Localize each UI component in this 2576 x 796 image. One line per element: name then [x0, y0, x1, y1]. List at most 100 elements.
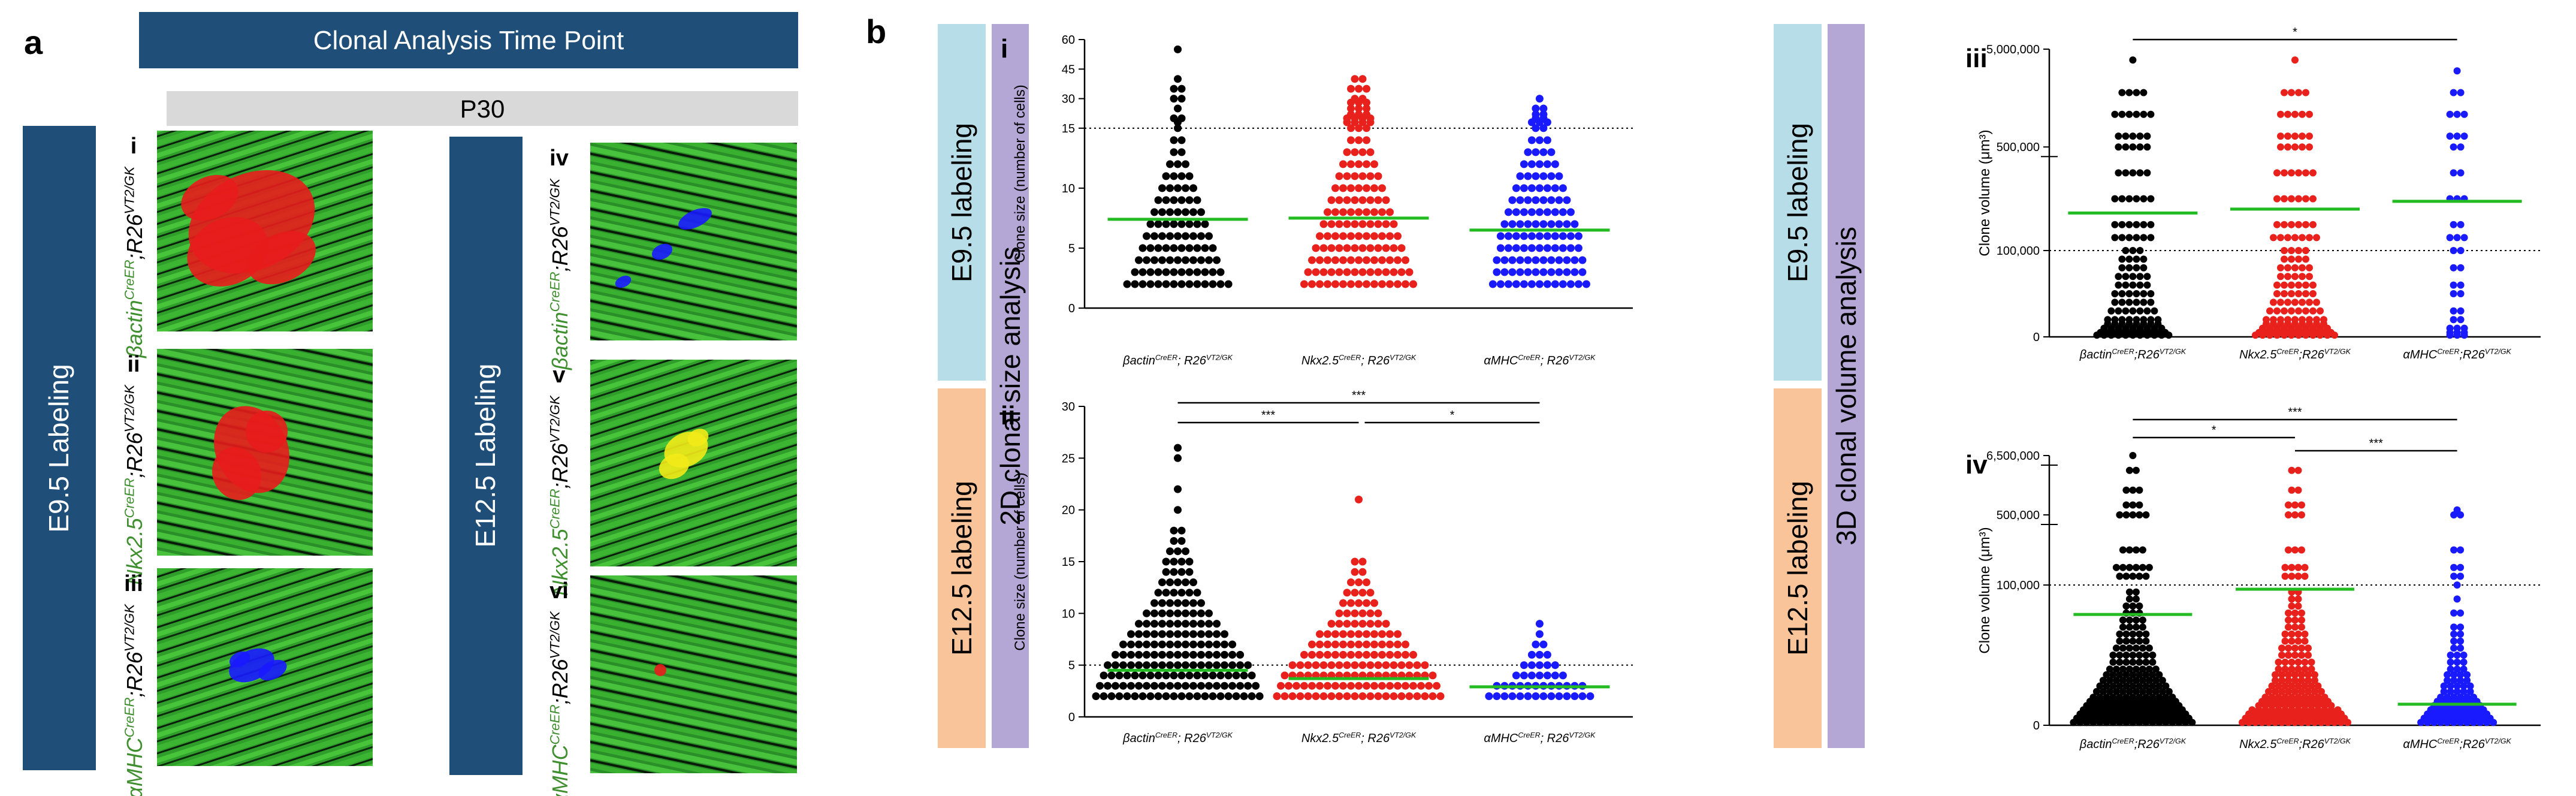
data-point — [2306, 110, 2313, 118]
e125-3d-bar — [1774, 388, 1822, 748]
data-point — [1185, 671, 1194, 680]
data-point — [1347, 208, 1355, 216]
data-point — [1358, 75, 1367, 83]
data-point — [1555, 220, 1563, 228]
genotype-label-vi-suffix: ;R26 — [548, 658, 572, 704]
data-point — [1174, 609, 1182, 617]
data-point — [2112, 644, 2120, 652]
data-point — [2132, 644, 2140, 652]
data-point — [1174, 124, 1182, 132]
data-point — [2103, 682, 2110, 690]
data-point — [2125, 290, 2133, 297]
genotype-label-v: Nkx2.5CreER;R26VT2/GK — [547, 395, 572, 596]
data-point — [2140, 255, 2148, 263]
data-point — [1355, 160, 1363, 168]
data-point — [2281, 169, 2288, 177]
x-tick-label-sup2: VT2/GK — [2160, 347, 2187, 355]
data-point — [2284, 264, 2291, 272]
data-point — [2125, 264, 2133, 272]
data-point — [1543, 136, 1551, 144]
data-point — [2106, 688, 2113, 695]
data-point — [1182, 547, 1189, 556]
data-point — [2299, 298, 2306, 306]
data-point — [1158, 578, 1166, 586]
data-point — [1390, 692, 1398, 700]
data-point — [1358, 692, 1367, 700]
data-point — [1335, 244, 1343, 252]
data-point — [2122, 671, 2130, 679]
analysis-2d-text: 2D clonal size analysis — [995, 246, 1026, 525]
data-point — [1174, 661, 1182, 670]
genotype-label-iv-sup2: VT2/GK — [547, 178, 562, 226]
data-point — [1146, 220, 1155, 228]
data-point — [2301, 637, 2309, 645]
data-point — [1335, 268, 1343, 276]
data-point — [1162, 557, 1170, 566]
data-point — [2136, 682, 2143, 690]
data-point — [1366, 196, 1375, 204]
e95-3d-text: E9.5 labeling — [1782, 123, 1813, 282]
e125-labeling-text: E12.5 Labeling — [470, 364, 501, 548]
data-point — [1520, 671, 1528, 680]
data-point — [2129, 572, 2137, 580]
data-point — [2273, 169, 2281, 177]
data-point — [1131, 671, 1139, 680]
data-point — [2277, 132, 2284, 140]
data-point — [1123, 671, 1131, 680]
data-point — [1363, 232, 1370, 240]
data-point — [2096, 682, 2104, 690]
series-1 — [1273, 495, 1445, 700]
genotype-label-vi-sup2: VT2/GK — [547, 611, 562, 659]
data-point — [1551, 671, 1559, 680]
header-title: Clonal Analysis Time Point — [313, 26, 624, 55]
data-point — [2275, 694, 2282, 701]
data-point — [2302, 307, 2309, 315]
data-point — [1281, 692, 1289, 700]
data-point — [1197, 208, 1205, 216]
data-point — [1162, 671, 1170, 680]
data-point — [1197, 661, 1205, 670]
data-point — [2447, 658, 2454, 666]
data-point — [2136, 247, 2144, 254]
data-point — [1316, 232, 1324, 240]
data-point — [1500, 220, 1509, 228]
data-point — [1355, 599, 1363, 607]
data-point — [1166, 661, 1174, 670]
data-point — [2291, 143, 2299, 151]
data-point — [2306, 316, 2313, 324]
series-2 — [1469, 620, 1610, 700]
data-point — [1327, 196, 1336, 204]
clone-blob — [615, 275, 632, 288]
data-point — [1150, 609, 1158, 617]
data-point — [2119, 644, 2127, 652]
data-point — [2132, 688, 2140, 695]
data-point — [1527, 671, 1536, 680]
significance-label: * — [2293, 26, 2297, 39]
data-point — [2125, 595, 2133, 603]
data-point — [1402, 682, 1409, 690]
data-point — [1347, 578, 1355, 586]
data-point — [2463, 671, 2471, 679]
data-point — [1532, 256, 1540, 264]
data-point — [2143, 281, 2151, 289]
data-point — [1571, 220, 1579, 228]
x-tick-label-sup: CreER — [1155, 353, 1177, 361]
y-tick-label: 100,000 — [1997, 245, 2040, 258]
genotype-label-iv: βactinCreER;R26VT2/GK — [547, 178, 572, 370]
data-point — [1547, 220, 1556, 228]
data-point — [1138, 268, 1147, 276]
data-point — [1429, 692, 1437, 700]
data-point — [2116, 511, 2124, 518]
genotype-label-v-sup2: VT2/GK — [547, 395, 562, 443]
data-point — [1543, 650, 1551, 659]
x-tick-label-suffix: ; R26 — [1541, 732, 1570, 745]
significance-label: *** — [2369, 437, 2384, 450]
data-point — [1185, 557, 1194, 566]
data-point — [1539, 256, 1548, 264]
data-point — [1417, 682, 1425, 690]
data-point — [1182, 599, 1189, 607]
data-point — [2288, 169, 2295, 177]
data-point — [1236, 682, 1245, 690]
series-1 — [2236, 466, 2354, 726]
data-point — [2450, 694, 2458, 701]
